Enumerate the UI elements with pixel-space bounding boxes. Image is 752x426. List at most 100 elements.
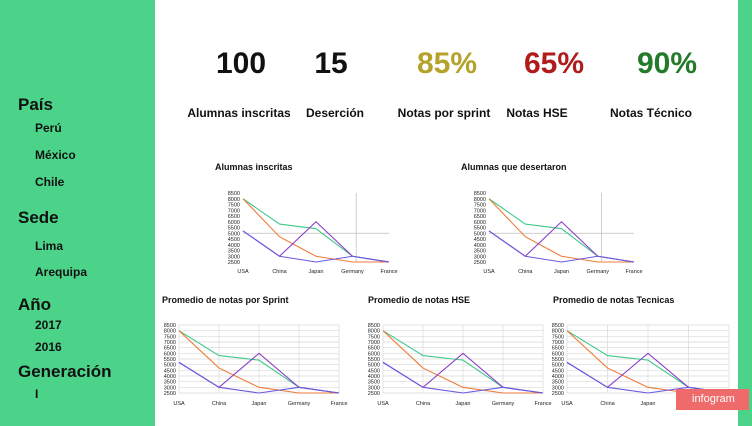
y-tick-label: 3000 xyxy=(552,385,564,391)
y-tick-label: 6000 xyxy=(552,351,564,357)
right-border xyxy=(738,0,752,426)
y-tick-label: 7500 xyxy=(164,334,176,340)
y-tick-label: 8500 xyxy=(552,323,564,329)
y-tick-label: 6000 xyxy=(474,220,486,226)
x-tick-label: Japan xyxy=(641,401,656,407)
y-tick-label: 2500 xyxy=(164,391,176,397)
kpi-value-sprint: 85% xyxy=(416,47,478,80)
y-tick-label: 2500 xyxy=(474,260,486,266)
y-tick-label: 2500 xyxy=(552,391,564,397)
series-line-1 xyxy=(178,330,339,394)
x-tick-label: Germany xyxy=(288,401,311,407)
x-tick-label: Japan xyxy=(554,269,569,275)
y-tick-label: 7000 xyxy=(552,340,564,346)
sidebar: País Perú México Chile Sede Lima Arequip… xyxy=(0,0,155,426)
series-line-3 xyxy=(242,230,390,263)
y-tick-label: 6000 xyxy=(164,351,176,357)
y-tick-label: 7000 xyxy=(368,340,380,346)
kpi-label-desercion: Deserción xyxy=(305,106,365,120)
y-tick-label: 3000 xyxy=(164,385,176,391)
kpi-value-desercion: 15 xyxy=(314,47,348,80)
chart-title-inscritas: Alumnas inscritas xyxy=(215,162,293,172)
filter-item-peru[interactable]: Perú xyxy=(35,121,62,135)
y-tick-label: 8000 xyxy=(474,197,486,203)
kpi-value-inscritas: 100 xyxy=(215,47,267,80)
y-tick-label: 7500 xyxy=(552,334,564,340)
y-tick-label: 4000 xyxy=(228,243,240,249)
y-tick-label: 8000 xyxy=(164,329,176,335)
filter-item-mexico[interactable]: México xyxy=(35,148,76,162)
x-tick-label: China xyxy=(212,401,227,407)
y-tick-label: 2500 xyxy=(368,391,380,397)
speech-bubble-icon xyxy=(676,389,749,410)
y-tick-label: 5500 xyxy=(164,357,176,363)
y-tick-label: 4000 xyxy=(474,243,486,249)
filter-item-2017[interactable]: 2017 xyxy=(35,318,62,332)
y-tick-label: 6000 xyxy=(228,220,240,226)
x-tick-label: Germany xyxy=(586,269,609,275)
x-tick-label: France xyxy=(534,401,551,407)
y-tick-label: 3500 xyxy=(228,249,240,255)
x-tick-label: Germany xyxy=(341,269,364,275)
kpi-value-tecnico: 90% xyxy=(636,47,698,80)
filter-item-generacion-i[interactable]: I xyxy=(35,387,39,401)
y-tick-label: 4500 xyxy=(164,368,176,374)
y-tick-label: 6500 xyxy=(368,346,380,352)
filter-item-arequipa[interactable]: Arequipa xyxy=(35,265,88,279)
section-generacion-title: Generación xyxy=(18,362,112,381)
filter-item-2016[interactable]: 2016 xyxy=(35,340,62,354)
series-line-3 xyxy=(382,361,544,394)
y-tick-label: 7000 xyxy=(228,208,240,214)
infogram-badge[interactable]: infogram xyxy=(676,389,749,410)
y-tick-label: 6000 xyxy=(368,351,380,357)
y-tick-label: 5500 xyxy=(474,226,486,232)
y-tick-label: 4500 xyxy=(552,368,564,374)
x-tick-label: USA xyxy=(237,269,249,275)
y-tick-label: 7500 xyxy=(228,203,240,209)
filter-item-lima[interactable]: Lima xyxy=(35,239,64,253)
kpi-label-sprint: Notas por sprint xyxy=(397,106,491,120)
y-tick-label: 5500 xyxy=(552,357,564,363)
y-tick-label: 5000 xyxy=(368,363,380,369)
chart-title-sprint: Promedio de notas por Sprint xyxy=(162,295,289,305)
badge-label: infogram xyxy=(692,393,735,405)
y-tick-label: 8000 xyxy=(228,197,240,203)
x-tick-label: Germany xyxy=(492,401,515,407)
x-tick-label: China xyxy=(518,269,533,275)
series-line-1 xyxy=(382,330,543,394)
y-tick-label: 8500 xyxy=(228,191,240,197)
y-tick-label: 2500 xyxy=(228,260,240,266)
kpi-label-tecnico: Notas Técnico xyxy=(609,106,693,120)
section-anio-title: Año xyxy=(18,295,52,314)
y-tick-label: 4500 xyxy=(474,237,486,243)
kpi-label-inscritas: Alumnas inscritas xyxy=(187,106,291,120)
y-tick-label: 4500 xyxy=(368,368,380,374)
x-tick-label: Japan xyxy=(252,401,267,407)
y-tick-label: 5500 xyxy=(228,226,240,232)
y-tick-label: 6500 xyxy=(474,214,486,220)
filter-item-chile[interactable]: Chile xyxy=(35,175,65,189)
y-tick-label: 5000 xyxy=(474,231,486,237)
series-line-3 xyxy=(488,230,635,263)
dashboard-main xyxy=(155,0,738,426)
y-tick-label: 3000 xyxy=(474,254,486,260)
kpi-label-hse: Notas HSE xyxy=(506,106,568,120)
x-tick-label: Japan xyxy=(456,401,471,407)
y-tick-label: 5000 xyxy=(228,231,240,237)
x-tick-label: France xyxy=(330,401,347,407)
section-sede-title: Sede xyxy=(18,208,59,227)
y-tick-label: 4500 xyxy=(228,237,240,243)
x-tick-label: France xyxy=(625,269,642,275)
y-tick-label: 3500 xyxy=(368,380,380,386)
section-pais-title: País xyxy=(18,95,53,114)
y-tick-label: 8500 xyxy=(164,323,176,329)
x-tick-label: China xyxy=(416,401,431,407)
y-tick-label: 6500 xyxy=(228,214,240,220)
y-tick-label: 3500 xyxy=(474,249,486,255)
y-tick-label: 6500 xyxy=(164,346,176,352)
